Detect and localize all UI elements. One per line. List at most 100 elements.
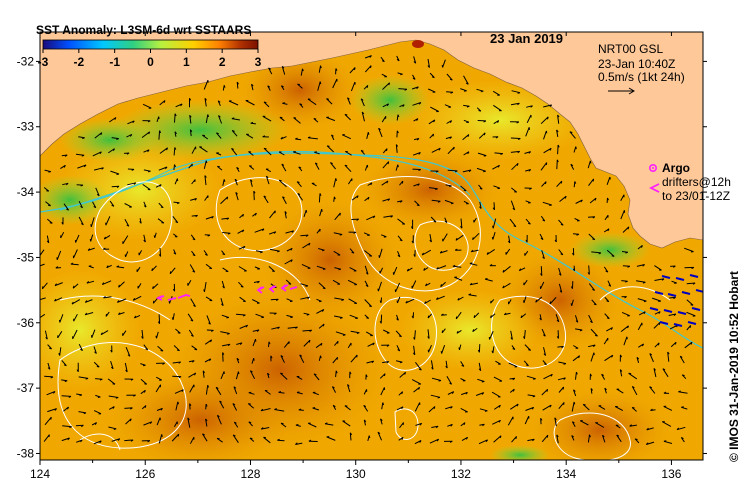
current-arrow [622,226,630,233]
current-source: NRT00 GSL [598,42,663,56]
colorbar-tick-label: 0 [147,55,154,69]
current-arrow [382,103,389,108]
current-arrow [440,281,446,288]
current-arrow [73,313,78,322]
current-arrow [40,297,46,301]
current-arrow [72,283,79,289]
current-arrow [379,373,386,379]
current-arrow [215,387,222,396]
current-arrow [283,341,290,348]
current-arrow [222,352,224,362]
current-arrow [110,170,120,175]
current-arrow [216,437,223,443]
current-arrow [302,329,312,332]
current-arrow [508,362,518,368]
current-arrow [427,58,430,68]
current-arrow [430,360,434,370]
current-arrow [457,296,464,301]
current-arrow [249,370,256,380]
current-arrow [347,279,358,286]
current-arrow [303,339,311,347]
current-arrow [297,193,304,201]
current-arrow [492,231,496,240]
current-arrow [397,296,401,304]
current-arrow [486,248,495,255]
current-arrow [317,81,321,91]
current-arrow [172,215,179,224]
current-arrow [284,211,287,219]
current-arrow [541,434,549,443]
current-arrow [591,299,597,306]
current-arrow [281,66,286,75]
current-arrow [364,280,369,287]
current-arrow [361,111,365,122]
current-arrow [460,361,465,367]
current-arrow [287,326,298,329]
current-arrow [662,421,672,427]
current-arrow [318,248,325,251]
current-arrow [191,146,197,154]
current-arrow [366,215,376,221]
current-arrow [190,298,196,307]
current-arrow [587,160,591,169]
current-arrow [156,417,161,426]
current-arrow [471,249,479,253]
current-arrow [174,113,176,123]
blue-current-vectors [649,274,703,327]
current-arrow [172,361,181,364]
current-arrow [598,405,606,410]
current-arrow [365,331,373,337]
current-arrow [222,267,229,272]
current-arrow [302,242,311,249]
current-arrow [587,216,595,218]
current-arrow [460,185,467,192]
current-arrow [462,134,470,141]
current-arrow [411,379,422,385]
current-arrow [111,137,119,140]
current-arrow [364,265,369,275]
current-arrow [478,439,488,445]
current-arrow [686,311,696,317]
current-arrow [591,251,602,254]
current-arrow [430,394,441,398]
current-arrow [631,386,638,396]
current-arrow [414,440,422,445]
blue-current-arrow [677,311,687,315]
current-arrow [479,201,482,209]
current-arrow [476,88,484,92]
current-arrow [381,116,387,123]
current-arrow [232,403,238,411]
current-arrow [250,179,253,187]
drifter-tracks [155,284,298,301]
current-arrow [455,234,464,241]
current-arrow [93,361,100,368]
x-tick-label: 134 [556,467,576,481]
current-arrow [393,266,398,275]
current-arrow [42,282,48,290]
current-arrow [492,164,500,170]
current-arrow [78,343,83,351]
current-arrow [109,117,117,123]
current-arrow [511,90,521,94]
current-arrow [318,323,325,329]
current-arrow [142,183,151,191]
current-arrow [428,345,432,353]
current-arrow [125,347,131,357]
current-arrow [396,406,404,411]
current-arrow [395,164,399,171]
current-arrow [455,311,462,320]
current-arrow [334,267,342,270]
current-arrow [204,98,207,107]
blue-current-arrow [691,307,701,311]
colorbar-tick-label: 2 [219,55,226,69]
current-arrow [431,377,442,381]
current-scale: 0.5m/s (1kt 24h) [598,70,685,84]
current-arrow [255,250,263,253]
current-arrow [543,130,547,140]
current-arrow [469,263,478,266]
current-arrow [286,314,293,318]
current-arrow [468,294,477,297]
current-arrow [579,420,589,426]
map-legend: Argo drifters@12h to 23/01-12Z [648,161,731,203]
current-arrow [300,283,309,287]
